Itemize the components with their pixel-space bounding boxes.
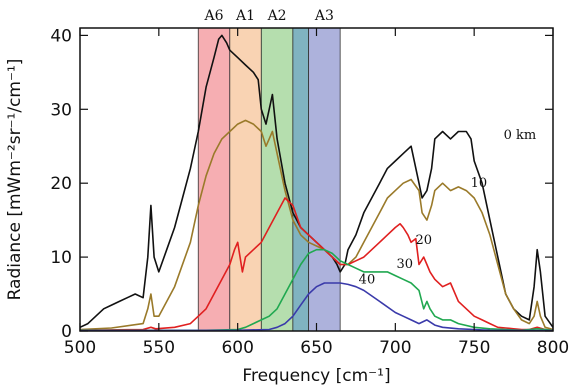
band-labels: A6 A1 A2 A3 [204,8,334,24]
y-tick-label: 30 [50,100,72,120]
x-tick-label: 650 [300,338,332,358]
series-label: 30 [397,257,414,272]
y-axis-title: Radiance [mWm⁻²sr⁻¹/cm⁻¹] [5,59,25,301]
x-tick-label: 600 [221,338,253,358]
band-a2 [260,27,294,332]
band-label-a3: A3 [314,8,334,24]
y-tick-label: 40 [50,26,72,46]
y-tick-label: 10 [50,248,72,268]
band-label-a2: A2 [267,8,287,24]
band-a1 [229,27,262,332]
x-tick-label: 500 [64,338,96,358]
y-tick-label: 0 [61,322,72,342]
x-tick-label: 750 [458,338,490,358]
band-a3 [308,27,341,332]
x-axis-title: Frequency [cm⁻¹] [242,366,390,386]
band-label-a1: A1 [235,8,255,24]
series-line-20 [79,197,554,332]
x-tick-label: 800 [537,338,569,358]
series-label: 0 km [504,128,537,143]
band-a6 [197,27,231,332]
series-line-40 [79,282,553,332]
series-line-30 [80,248,554,332]
series-label: 10 [471,176,488,191]
x-tick-label: 700 [379,338,411,358]
x-tick-label: 550 [143,338,175,358]
y-tick-label: 20 [50,174,72,194]
radiance-series [79,34,554,332]
series-label: 40 [359,273,376,288]
band-label-a6: A6 [204,8,224,24]
band-unlabeled-3 [292,27,310,332]
series-label: 20 [415,233,432,248]
